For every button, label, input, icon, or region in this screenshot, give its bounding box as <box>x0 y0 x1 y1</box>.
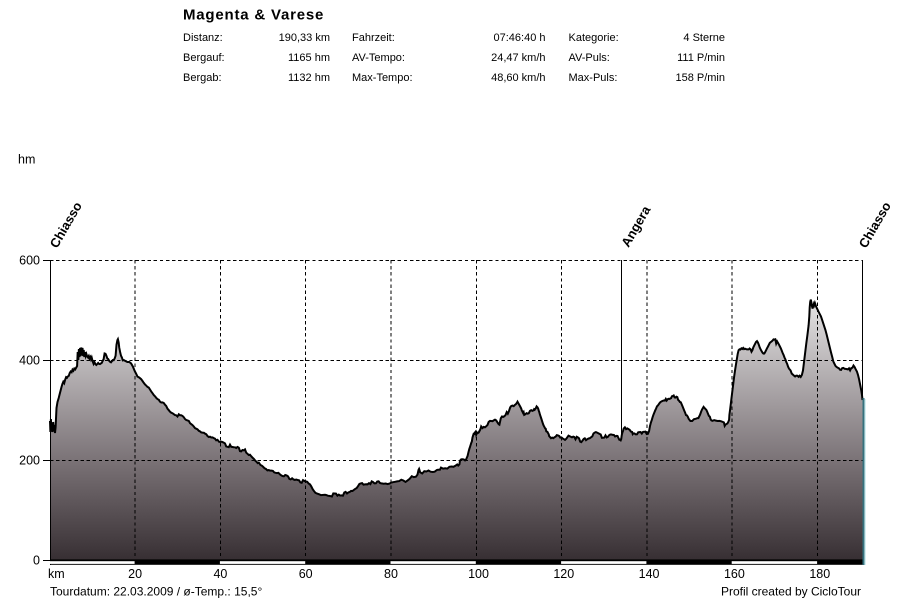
svg-text:111 P/min: 111 P/min <box>677 52 725 64</box>
svg-text:400: 400 <box>19 353 40 367</box>
svg-text:Kategorie:: Kategorie: <box>569 32 619 44</box>
svg-text:24,47 km/h: 24,47 km/h <box>491 52 545 64</box>
svg-text:4 Sterne: 4 Sterne <box>683 32 725 44</box>
svg-text:Fahrzeit:: Fahrzeit: <box>352 32 395 44</box>
svg-text:km: km <box>48 567 65 581</box>
svg-text:1132 hm: 1132 hm <box>288 72 330 84</box>
svg-text:80: 80 <box>384 567 398 581</box>
svg-text:600: 600 <box>19 253 40 267</box>
svg-text:120: 120 <box>553 567 574 581</box>
svg-text:1165 hm: 1165 hm <box>288 52 330 64</box>
svg-text:40: 40 <box>213 567 227 581</box>
svg-text:180: 180 <box>809 567 830 581</box>
svg-text:60: 60 <box>299 567 313 581</box>
svg-text:20: 20 <box>128 567 142 581</box>
svg-text:AV-Tempo:: AV-Tempo: <box>352 52 405 64</box>
svg-text:AV-Puls:: AV-Puls: <box>569 52 610 64</box>
svg-text:hm: hm <box>18 153 35 167</box>
svg-text:48,60 km/h: 48,60 km/h <box>491 72 545 84</box>
svg-text:Max-Tempo:: Max-Tempo: <box>352 72 413 84</box>
svg-text:Distanz:: Distanz: <box>183 32 223 44</box>
svg-text:Max-Puls:: Max-Puls: <box>569 72 618 84</box>
svg-text:Magenta & Varese: Magenta & Varese <box>183 7 324 24</box>
svg-text:100: 100 <box>468 567 489 581</box>
svg-text:0: 0 <box>33 553 40 567</box>
svg-text:140: 140 <box>639 567 660 581</box>
svg-text:190,33 km: 190,33 km <box>279 32 330 44</box>
svg-text:160: 160 <box>724 567 745 581</box>
svg-text:200: 200 <box>19 453 40 467</box>
svg-text:Tourdatum: 22.03.2009 / ø-Temp: Tourdatum: 22.03.2009 / ø-Temp.: 15,5° <box>50 585 262 599</box>
svg-text:07:46:40 h: 07:46:40 h <box>494 32 546 44</box>
svg-text:Bergab:: Bergab: <box>183 72 222 84</box>
svg-text:Bergauf:: Bergauf: <box>183 52 225 64</box>
svg-text:158 P/min: 158 P/min <box>675 72 725 84</box>
svg-text:Profil created by CicloTour: Profil created by CicloTour <box>721 585 861 599</box>
